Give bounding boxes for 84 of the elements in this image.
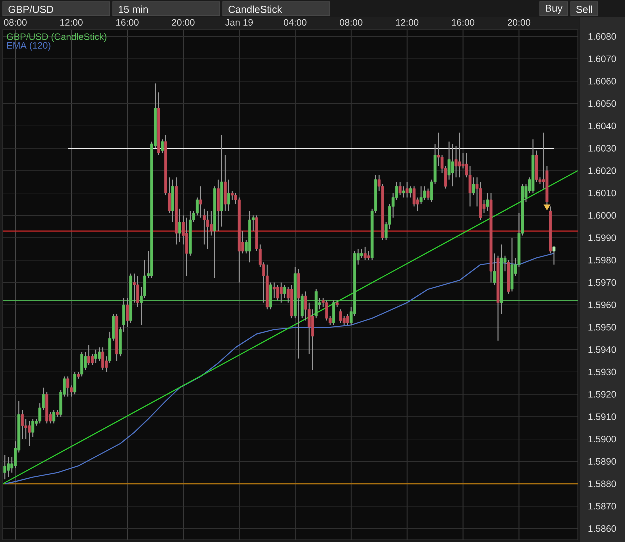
y-tick-label: 1.5880 (588, 480, 616, 488)
candlestick (451, 144, 454, 188)
y-tick-label: 1.5930 (588, 368, 616, 376)
y-tick-label: 1.6080 (588, 33, 616, 40)
y-tick-label: 1.5990 (588, 234, 616, 242)
candlestick (4, 454, 7, 480)
candlestick (332, 300, 336, 326)
candlestick (7, 456, 10, 478)
candlestick (552, 246, 556, 266)
candlestick (200, 186, 202, 218)
candlestick (325, 300, 328, 322)
candlestick (178, 208, 182, 243)
y-tick-label: 1.5980 (588, 257, 616, 264)
x-tick-label: 08:00 (4, 19, 27, 26)
text: Buy (546, 4, 563, 14)
candlestick (21, 410, 24, 440)
y-tick-label: 1.6050 (588, 100, 616, 108)
candlestick (80, 352, 84, 378)
candlestick (126, 298, 129, 328)
text: GBP/USD (8, 6, 54, 14)
candlestick (423, 186, 426, 200)
candlestick (283, 284, 286, 299)
y-tick-label: 1.6020 (588, 168, 616, 174)
candlestick (74, 372, 77, 396)
y-tick-label: 1.6060 (588, 78, 616, 85)
candlestick (216, 179, 220, 232)
text: CandleStick (228, 6, 282, 14)
candlestick (102, 347, 104, 370)
x-tick-label: 20:00 (172, 19, 195, 26)
x-tick-label: 04:00 (284, 19, 307, 26)
candlestick (272, 282, 276, 299)
candlestick (133, 273, 136, 304)
candlestick (339, 309, 342, 324)
y-tick-label: 1.5900 (588, 436, 616, 443)
candlestick (398, 182, 402, 196)
y-tick-label: 1.5920 (588, 391, 616, 398)
candlestick (224, 154, 227, 212)
y-tick-label: 1.6000 (588, 212, 616, 219)
candlestick (269, 282, 272, 310)
candlestick (346, 314, 350, 326)
y-tick-label: 1.6040 (588, 122, 616, 130)
candlestick (186, 217, 188, 277)
x-tick-label: 20:00 (508, 19, 531, 26)
text: 15 min (119, 6, 148, 14)
x-tick-label: 16:00 (452, 19, 475, 26)
y-tick-label: 1.6010 (588, 190, 616, 197)
candlestick (227, 179, 230, 212)
y-tick-label: 1.5870 (588, 503, 616, 510)
x-tick-label: Jan 19 (226, 19, 253, 26)
candlestick (28, 420, 32, 447)
y-tick-label: 1.5960 (588, 302, 616, 308)
candlestick (458, 132, 462, 178)
y-tick-label: 1.6070 (588, 56, 616, 62)
x-tick-label: 12:00 (396, 19, 419, 26)
candlestick (364, 246, 367, 261)
candlestick (91, 354, 94, 366)
candlestick (88, 344, 91, 366)
y-tick-label: 1.5890 (588, 458, 616, 465)
candlestick (94, 349, 98, 364)
candlestick (206, 210, 210, 250)
y-tick-label: 1.5910 (588, 414, 616, 420)
x-tick-label: 08:00 (340, 19, 363, 26)
candlestick (426, 188, 430, 200)
candlestick (412, 186, 416, 208)
candlestick (486, 192, 490, 212)
text: Sell (576, 6, 592, 14)
candlestick (66, 376, 70, 398)
candlestick (276, 284, 280, 302)
y-tick-label: 1.5970 (588, 279, 616, 286)
candlestick (402, 186, 406, 198)
candlestick (406, 182, 409, 198)
candlestick (409, 186, 412, 198)
y-tick-label: 1.5860 (588, 526, 616, 532)
y-tick-label: 1.5940 (588, 346, 616, 354)
y-tick-label: 1.6030 (588, 145, 616, 152)
text: EMA (120) (7, 42, 51, 51)
text: GBP/USD (CandleStick) (7, 33, 107, 42)
candlestick (52, 410, 56, 424)
x-tick-label: 12:00 (60, 19, 83, 26)
y-tick-label: 1.5950 (588, 324, 616, 331)
candlestick (280, 282, 283, 304)
candlestick (98, 347, 101, 362)
x-tick-label: 16:00 (116, 19, 139, 26)
candlestick (161, 139, 164, 154)
